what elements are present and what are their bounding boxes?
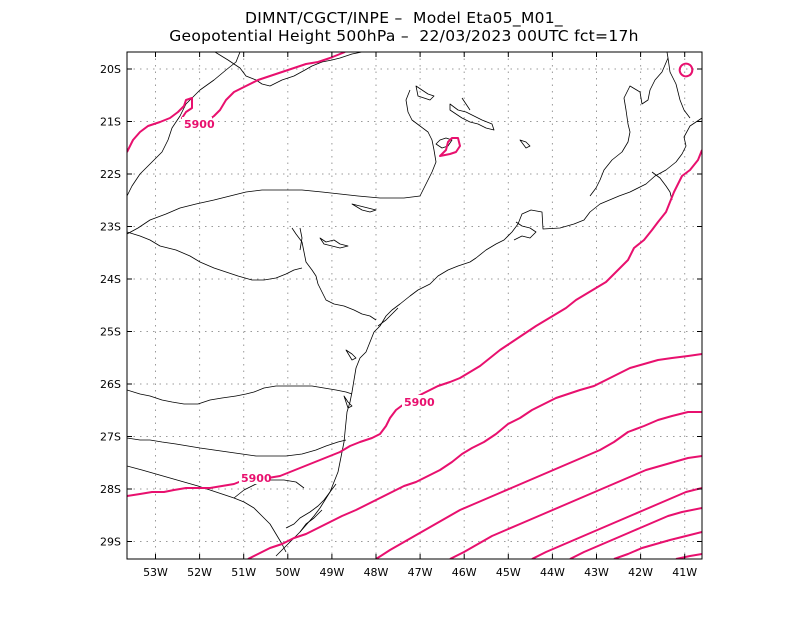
axis-ticks	[127, 52, 702, 559]
contour-5900-main	[127, 149, 702, 497]
latitude-tick-label: 28S	[100, 483, 121, 496]
longitude-tick-label: 48W	[364, 566, 389, 579]
contour-6060	[531, 487, 702, 559]
longitude-tick-label: 47W	[408, 566, 433, 579]
map-title-line-2: Geopotential Height 500hPa – 22/03/2023 …	[169, 27, 639, 45]
latitude-labels: 20S 21S 22S 23S 24S 25S 26S 27S 28S 29S	[100, 63, 121, 549]
graticule	[127, 52, 702, 559]
longitude-tick-label: 46W	[452, 566, 477, 579]
contour-5940	[247, 353, 702, 559]
contour-label: 5900	[404, 396, 435, 409]
contour-label: 5900	[184, 118, 215, 131]
contour-labels: 5900 5900 5900	[182, 117, 435, 485]
coastline-and-borders	[127, 52, 702, 557]
contour-6020	[449, 455, 702, 559]
contour-6180	[675, 553, 702, 559]
longitude-tick-label: 41W	[672, 566, 697, 579]
latitude-tick-label: 22S	[100, 168, 121, 181]
state-border	[214, 52, 363, 87]
map-title-line-1: DIMNT/CGCT/INPE – Model Eta05_M01_	[244, 9, 563, 27]
latitude-tick-label: 23S	[100, 221, 121, 234]
contour-5900-northwest	[127, 52, 346, 153]
coastline	[275, 117, 702, 557]
state-border	[589, 57, 669, 197]
longitude-tick-label: 50W	[275, 566, 300, 579]
latitude-tick-label: 21S	[100, 116, 121, 129]
contour-6140	[613, 531, 702, 559]
longitude-tick-label: 42W	[628, 566, 653, 579]
contour-6100	[569, 507, 702, 559]
contour-5980	[375, 411, 702, 559]
longitude-tick-label: 51W	[231, 566, 256, 579]
contour-label: 5900	[241, 472, 272, 485]
latitude-tick-label: 27S	[100, 431, 121, 444]
latitude-tick-label: 24S	[100, 273, 121, 286]
state-border	[291, 227, 377, 321]
longitude-tick-label: 44W	[540, 566, 565, 579]
longitude-tick-label: 52W	[187, 566, 212, 579]
latitude-tick-label: 29S	[100, 536, 121, 549]
longitude-tick-label: 45W	[496, 566, 521, 579]
latitude-tick-label: 20S	[100, 63, 121, 76]
latitude-tick-label: 26S	[100, 378, 121, 391]
longitude-tick-label: 49W	[319, 566, 344, 579]
state-border	[235, 385, 353, 397]
map-frame	[126, 51, 703, 560]
state-border	[127, 465, 287, 553]
longitude-tick-label: 43W	[584, 566, 609, 579]
longitude-tick-label: 53W	[143, 566, 168, 579]
contour-5900-closed-small	[439, 137, 461, 157]
longitude-labels: 53W 52W 51W 50W 49W 48W 47W 46W 45W 44W 43W 42W 41W	[143, 566, 697, 579]
contour-5900-closed-east	[678, 62, 694, 78]
latitude-tick-label: 25S	[100, 326, 121, 339]
